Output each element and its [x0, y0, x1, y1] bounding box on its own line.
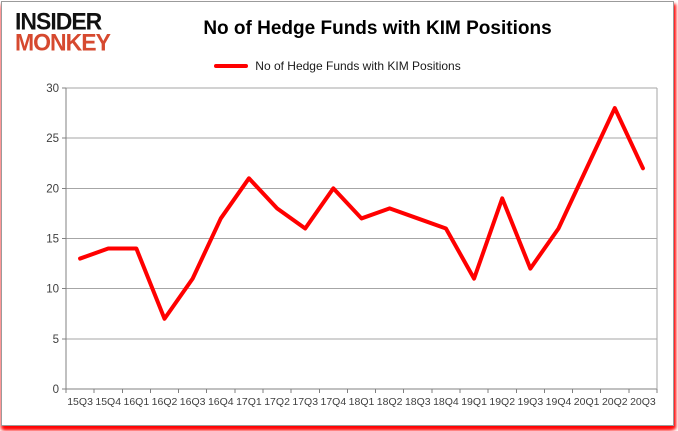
chart-title: No of Hedge Funds with KIM Positions [203, 18, 552, 39]
x-tick-label: 18Q2 [377, 396, 403, 408]
insider-monkey-logo: INSIDER MONKEY [15, 7, 111, 56]
x-tick-label: 19Q2 [489, 396, 515, 408]
y-tick-label: 15 [46, 234, 59, 246]
x-tick-label: 20Q1 [574, 396, 600, 408]
x-tick-label: 17Q2 [264, 396, 290, 408]
x-tick-label: 16Q1 [124, 396, 150, 408]
x-tick-label: 16Q2 [152, 396, 178, 408]
x-tick-label: 17Q1 [236, 396, 262, 408]
data-series-line [78, 106, 645, 321]
y-tick-label: 20 [46, 183, 59, 195]
legend-label: No of Hedge Funds with KIM Positions [255, 59, 461, 73]
x-tick-label: 17Q3 [292, 396, 318, 408]
logo-word-monkey: MONKEY [15, 28, 111, 56]
x-tick-label: 20Q3 [630, 396, 656, 408]
x-tick-label: 15Q4 [95, 396, 121, 408]
y-tick-label: 10 [46, 284, 59, 296]
y-tick-label: 30 [46, 83, 59, 95]
x-tick-label: 19Q3 [518, 396, 544, 408]
y-tick-label: 5 [53, 334, 59, 346]
line-chart-plot: 0 5 10 15 20 25 30 15Q3 15Q4 16Q1 16Q2 16Q3 16Q4 17Q1… [46, 83, 658, 408]
x-tick-label: 18Q4 [433, 396, 459, 408]
x-tick-label: 18Q3 [405, 396, 431, 408]
x-tick-label: 18Q1 [349, 396, 375, 408]
chart-legend: No of Hedge Funds with KIM Positions [2, 59, 673, 73]
y-tick-label: 25 [46, 133, 59, 145]
x-tick-label: 15Q3 [67, 396, 93, 408]
x-tick-label: 20Q2 [602, 396, 628, 408]
y-tick-label: 0 [53, 384, 59, 396]
x-tick-label: 17Q4 [321, 396, 347, 408]
x-tick-label: 16Q4 [208, 396, 234, 408]
chart-card: INSIDER MONKEY No of Hedge Funds with KI… [1, 1, 674, 426]
x-tick-label: 16Q3 [180, 396, 206, 408]
legend-line-marker [214, 64, 249, 68]
x-tick-label: 19Q4 [546, 396, 572, 408]
x-tick-label: 19Q1 [461, 396, 487, 408]
logo-word-insider: INSIDER [15, 7, 102, 35]
